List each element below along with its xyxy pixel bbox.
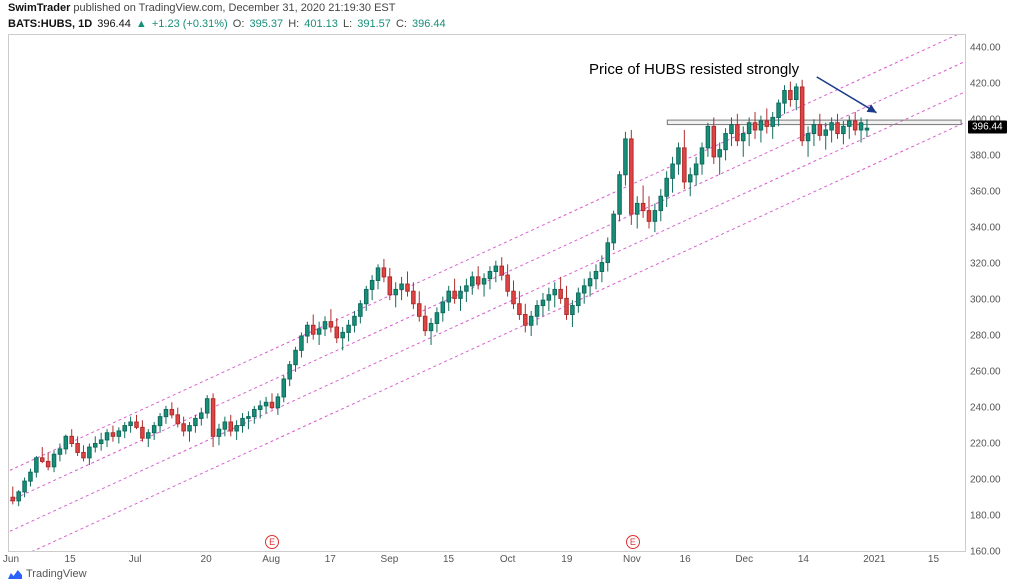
- ytick-label: 220.00: [970, 439, 1001, 450]
- xtick-label: 2021: [863, 554, 885, 565]
- ytick-label: 240.00: [970, 403, 1001, 414]
- ytick-label: 420.00: [970, 79, 1001, 90]
- ytick-label: 300.00: [970, 295, 1001, 306]
- ytick-label: 440.00: [970, 43, 1001, 54]
- ytick-label: 360.00: [970, 187, 1001, 198]
- xtick-label: 19: [561, 554, 572, 565]
- tradingview-logo-icon: [8, 569, 22, 579]
- y-axis: 160.00180.00200.00220.00240.00260.00280.…: [968, 34, 1016, 552]
- published-on: published on TradingView.com,: [73, 2, 225, 14]
- ytick-label: 340.00: [970, 223, 1001, 234]
- ohlc-c: 396.44: [412, 18, 446, 30]
- author-name: SwimTrader: [8, 2, 70, 14]
- ytick-label: 280.00: [970, 331, 1001, 342]
- publish-header: SwimTrader published on TradingView.com,…: [8, 2, 396, 14]
- xtick-label: 15: [443, 554, 454, 565]
- xtick-label: Oct: [500, 554, 516, 565]
- xtick-label: 17: [325, 554, 336, 565]
- ohlc-o: 395.37: [249, 18, 283, 30]
- ohlc-o-label: O:: [233, 18, 245, 30]
- xtick-label: Sep: [381, 554, 399, 565]
- ohlc-c-label: C:: [396, 18, 407, 30]
- x-axis: Jun15Jul20Aug17Sep15Oct19Nov16Dec1420211…: [8, 554, 966, 568]
- ticker-change: +1.23 (+0.31%): [152, 18, 228, 30]
- earnings-marker-icon: E: [265, 535, 279, 549]
- earnings-marker-icon: E: [626, 535, 640, 549]
- xtick-label: Aug: [262, 554, 280, 565]
- ytick-label: 260.00: [970, 367, 1001, 378]
- xtick-label: Dec: [735, 554, 753, 565]
- chart-area[interactable]: Price of HUBS resisted strongly E E: [8, 34, 966, 552]
- ohlc-l-label: L:: [343, 18, 352, 30]
- footer-brand: TradingView: [26, 568, 87, 580]
- ticker-symbol: BATS:HUBS, 1D: [8, 18, 92, 30]
- xtick-label: 14: [798, 554, 809, 565]
- annotation-text: Price of HUBS resisted strongly: [589, 61, 799, 78]
- xtick-label: 20: [201, 554, 212, 565]
- last-price-badge: 396.44: [968, 120, 1007, 133]
- ohlc-h: 401.13: [304, 18, 338, 30]
- xtick-label: 16: [680, 554, 691, 565]
- xtick-label: Jun: [3, 554, 19, 565]
- ticker-row: BATS:HUBS, 1D 396.44 ▲ +1.23 (+0.31%) O:…: [8, 18, 448, 30]
- ytick-label: 180.00: [970, 511, 1001, 522]
- ytick-label: 160.00: [970, 547, 1001, 558]
- candlestick-svg: [9, 35, 965, 551]
- ytick-label: 380.00: [970, 151, 1001, 162]
- ohlc-l: 391.57: [357, 18, 391, 30]
- xtick-label: 15: [65, 554, 76, 565]
- ticker-last: 396.44: [97, 18, 131, 30]
- xtick-label: Jul: [129, 554, 142, 565]
- xtick-label: Nov: [623, 554, 641, 565]
- ohlc-h-label: H:: [288, 18, 299, 30]
- publish-timestamp: December 31, 2020 21:19:30 EST: [229, 2, 396, 14]
- up-arrow-icon: ▲: [136, 18, 147, 30]
- footer: TradingView: [8, 568, 87, 580]
- xtick-label: 15: [928, 554, 939, 565]
- ytick-label: 200.00: [970, 475, 1001, 486]
- ytick-label: 320.00: [970, 259, 1001, 270]
